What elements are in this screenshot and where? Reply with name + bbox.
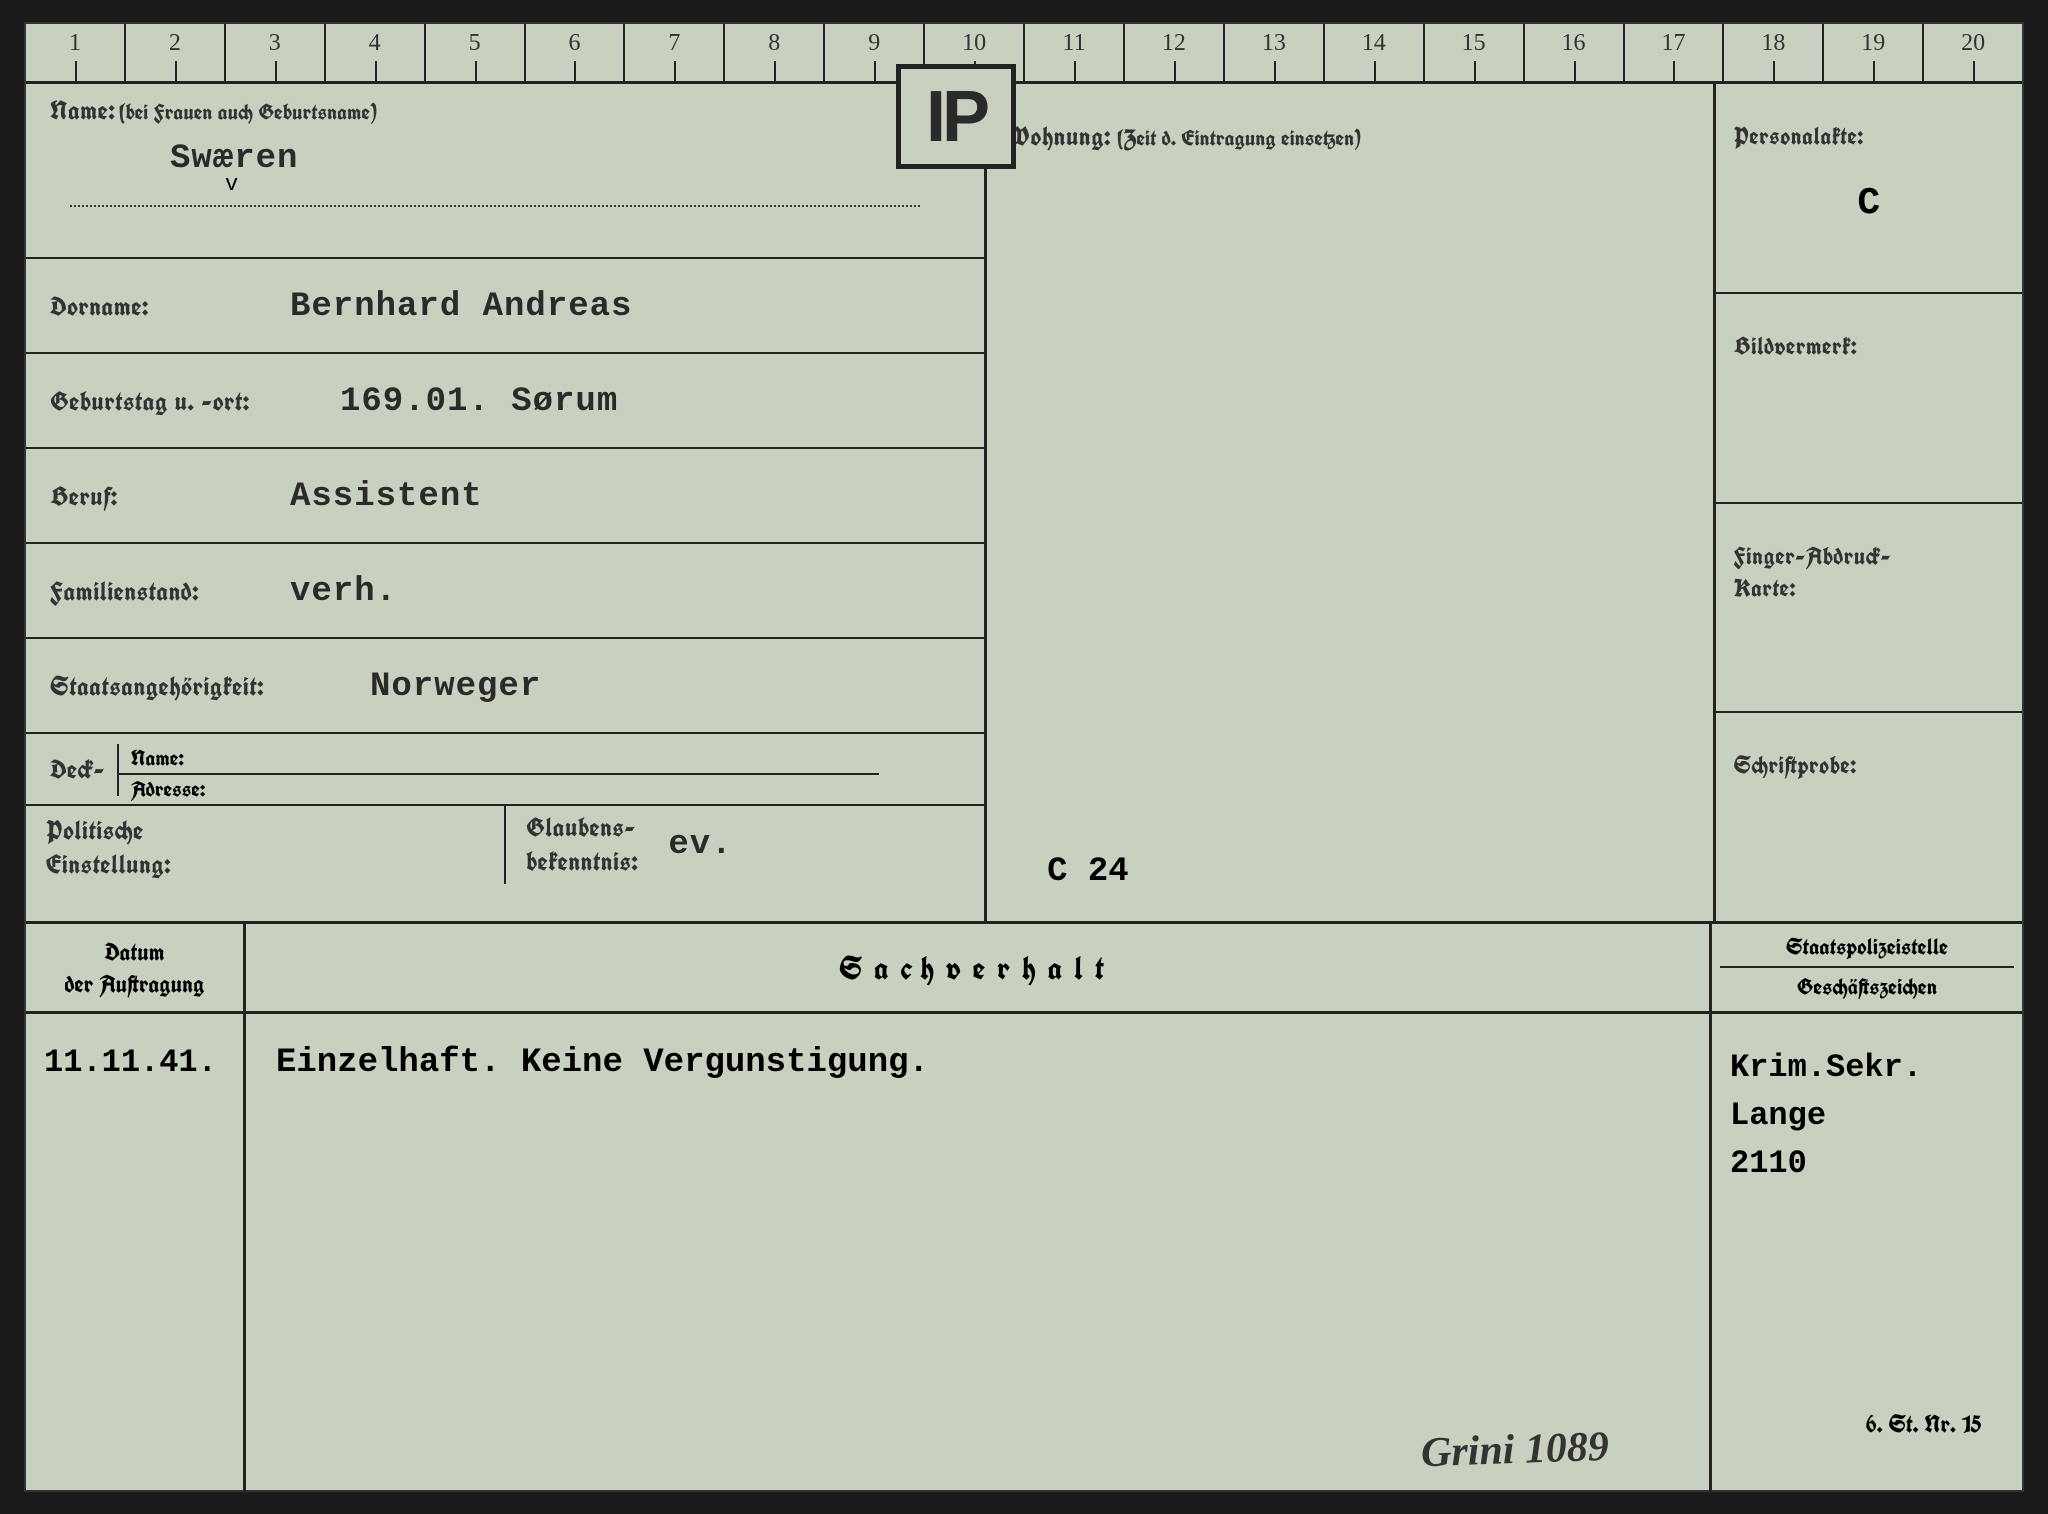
beruf-field: Beruf: Assistent [26, 449, 984, 544]
name-sublabel: (bei Frauen auch Geburtsname) [119, 98, 376, 127]
ip-stamp: IP [896, 64, 1016, 169]
stamp-text: IP [926, 76, 986, 158]
staat-value: Norweger [370, 668, 541, 706]
geburt-value: 169.01. Sørum [340, 383, 618, 421]
ruler-tick: 15 [1425, 24, 1525, 81]
finger-label-1: Finger-Abdruck- [1734, 540, 2004, 572]
vorname-label: Dorname: [50, 290, 250, 324]
personalakte-field: Personalakte: C [1716, 84, 2022, 294]
deck-name-label: Name: [131, 744, 879, 773]
bildvermerk-field: Bildvermerk: [1716, 294, 2022, 504]
ruler-tick: 14 [1325, 24, 1425, 81]
finger-field: Finger-Abdruck- Karte: [1716, 504, 2022, 714]
right-column: Personalakte: C Bildvermerk: Finger-Abdr… [1713, 84, 2022, 921]
th-staat: Staatspolizeistelle Geschäftszeichen [1712, 924, 2022, 1011]
ruler-tick: 2 [126, 24, 226, 81]
name-label: Name: [50, 94, 115, 128]
geburt-field: Geburtstag u. -ort: 169.01. Sørum [26, 354, 984, 449]
beruf-value: Assistent [290, 478, 483, 516]
datum-label-1: Datum [38, 936, 231, 968]
name-field: Name: (bei Frauen auch Geburtsname) Swær… [26, 84, 984, 259]
ruler-scale: 1 2 3 4 5 6 7 8 9 10 11 12 13 14 15 16 1… [26, 24, 2022, 84]
main-grid: Name: (bei Frauen auch Geburtsname) Swær… [26, 84, 2022, 924]
ruler-tick: 12 [1125, 24, 1225, 81]
ruler-tick: 13 [1225, 24, 1325, 81]
staatspolizei-label: Staatspolizeistelle [1720, 932, 2014, 962]
row-datum: 11.11.41. [26, 1014, 246, 1494]
bottom-row: Politische Einstellung: Glaubens- bekenn… [26, 806, 984, 884]
geschaefts-label: Geschäftszeichen [1720, 972, 2014, 1002]
ruler-tick: 1 [26, 24, 126, 81]
politische-label-2: Einstellung: [46, 848, 484, 882]
index-card: 1 2 3 4 5 6 7 8 9 10 11 12 13 14 15 16 1… [24, 22, 2024, 1492]
ruler-tick: 16 [1525, 24, 1625, 81]
glaubens-value: ev. [668, 826, 732, 864]
staat-label: Staatsangehörigkeit: [50, 670, 330, 704]
familien-value: verh. [290, 573, 397, 611]
wohnung-column: Wohnung: (Zeit d. Eintragung einsetzen) … [984, 84, 1713, 921]
handwritten-note: Grini 1089 [1420, 1423, 1609, 1478]
ruler-tick: 19 [1824, 24, 1924, 81]
staat-line-1: Krim.Sekr. [1730, 1044, 2004, 1092]
deck-label: Deck- [50, 753, 105, 787]
ruler-tick: 20 [1924, 24, 2022, 81]
politische-field: Politische Einstellung: [26, 806, 506, 884]
beruf-label: Beruf: [50, 480, 250, 514]
ruler-tick: 18 [1724, 24, 1824, 81]
schrift-label: Schriftprobe: [1734, 749, 2004, 781]
left-column: Name: (bei Frauen auch Geburtsname) Swær… [26, 84, 984, 921]
staat-field: Staatsangehörigkeit: Norweger [26, 639, 984, 734]
geburt-label: Geburtstag u. -ort: [50, 385, 300, 419]
familien-field: Familienstand: verh. [26, 544, 984, 639]
staat-line-2: Lange [1730, 1092, 2004, 1140]
ruler-tick: 6 [526, 24, 626, 81]
vorname-value: Bernhard Andreas [290, 288, 632, 326]
personalakte-value: C [1734, 182, 2004, 225]
ruler-tick: 5 [426, 24, 526, 81]
th-sachverhalt: Sachverhalt [246, 924, 1712, 1011]
wohnung-sublabel: (Zeit d. Eintragung einsetzen) [1117, 124, 1360, 153]
politische-label-1: Politische [46, 814, 484, 848]
row-sachverhalt: Einzelhaft. Keine Vergunstigung. Grini 1… [246, 1014, 1712, 1494]
table-header: Datum der Auftragung Sachverhalt Staatsp… [26, 924, 2022, 1014]
ruler-tick: 7 [625, 24, 725, 81]
ruler-tick: 17 [1625, 24, 1725, 81]
dotted-underline [70, 205, 920, 207]
vorname-field: Dorname: Bernhard Andreas [26, 259, 984, 354]
table-body: 11.11.41. Einzelhaft. Keine Vergunstigun… [26, 1014, 2022, 1494]
personalakte-label: Personalakte: [1734, 120, 2004, 152]
ruler-tick: 3 [226, 24, 326, 81]
schrift-field: Schriftprobe: [1716, 713, 2022, 921]
c24-value: C 24 [1047, 853, 1129, 891]
ruler-tick: 4 [326, 24, 426, 81]
form-number: 6. St. Nr. 15 [1866, 1408, 1982, 1440]
glaubens-label-1: Glaubens- [526, 811, 638, 845]
datum-label-2: der Auftragung [38, 968, 231, 1000]
deck-field: Deck- Name: Adresse: [26, 734, 984, 806]
deck-adresse-label: Adresse: [131, 775, 879, 804]
finger-label-2: Karte: [1734, 572, 2004, 604]
th-datum: Datum der Auftragung [26, 924, 246, 1011]
wohnung-label: Wohnung: [1007, 120, 1111, 154]
bildvermerk-label: Bildvermerk: [1734, 330, 2004, 362]
glaubens-field: Glaubens- bekenntnis: ev. [506, 806, 984, 884]
name-correction: v [225, 172, 960, 197]
ruler-tick: 8 [725, 24, 825, 81]
glaubens-label-2: bekenntnis: [526, 845, 638, 879]
ruler-tick: 11 [1025, 24, 1125, 81]
familien-label: Familienstand: [50, 575, 250, 609]
staat-line-3: 2110 [1730, 1140, 2004, 1188]
